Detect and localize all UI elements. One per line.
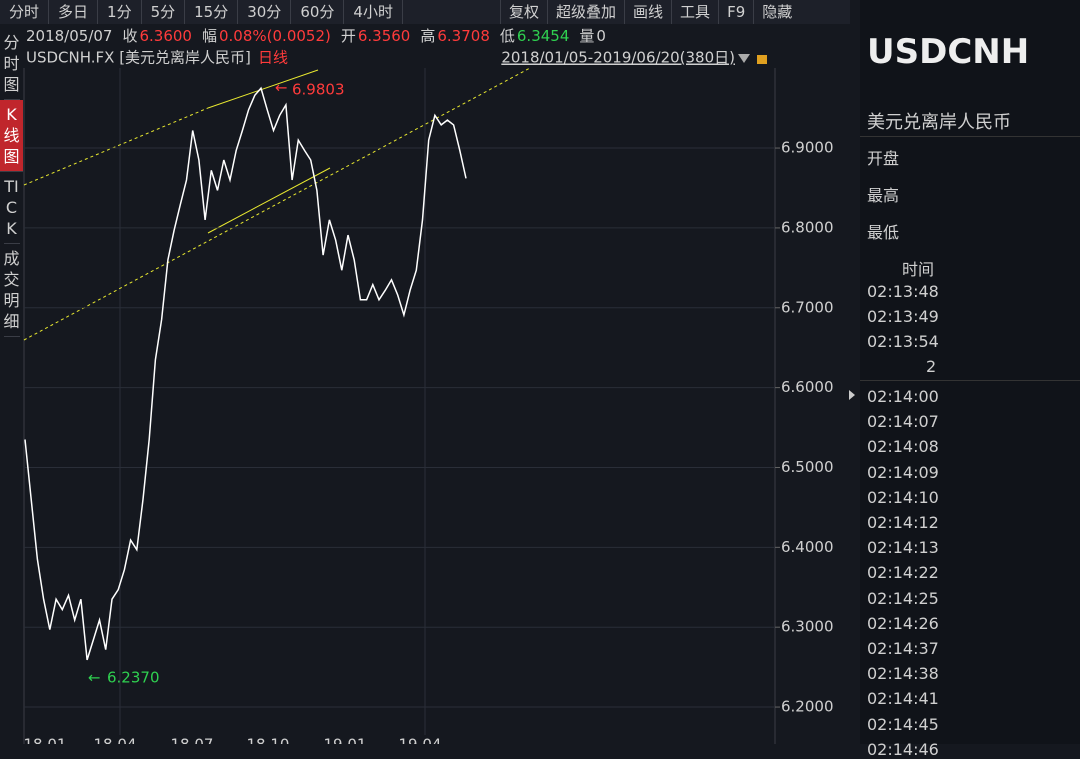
tool-button[interactable]: 超级叠加 <box>547 0 624 24</box>
y-tick-label: 6.3000 <box>781 618 834 636</box>
tick-time: 02:14:26 <box>867 613 939 633</box>
y-tick-label: 6.8000 <box>781 218 834 236</box>
price-line <box>24 86 467 661</box>
lock-icon <box>757 55 767 64</box>
dropdown-arrow <box>738 54 750 63</box>
tick-time: 02:14:37 <box>867 639 939 658</box>
info-value: 6.3560 <box>357 27 411 45</box>
tool-button[interactable]: 复权 <box>500 0 547 24</box>
tick-time: 02:14:07 <box>867 412 939 432</box>
info-bar: 2018/05/07 收 6.3600 幅 0.08%(0.0052) 开 6.3560 高 6… <box>26 25 616 46</box>
tick-time: 02:14:09 <box>867 462 939 482</box>
y-tick-label: 6.6000 <box>781 378 834 396</box>
tick-time: 02:14:00 <box>867 387 939 406</box>
svg-text:←: ← <box>88 669 101 687</box>
tick-time: 02:14:46 <box>867 739 939 759</box>
tool-button[interactable]: 30分 <box>238 0 292 24</box>
toolbar-right: 复权 超级叠加 画线 工具 F9 隐藏 <box>500 0 800 24</box>
time-header: 时间 <box>902 260 935 279</box>
side-tab[interactable]: 成交明细 <box>3 244 20 337</box>
info-label: 收 <box>122 27 138 45</box>
toolbar: 分时 多日 1分 5分 15分 30分 60分 4小时 <box>0 0 850 24</box>
chart-subtitle: 日线 <box>258 49 288 67</box>
symbol-name: 美元兑离岸人民币 <box>867 112 1011 133</box>
min-label: 6.2370 <box>107 669 160 687</box>
tool-button[interactable]: 1分 <box>98 0 142 24</box>
tick-time: 02:14:25 <box>867 588 939 608</box>
trend-line <box>207 167 331 234</box>
tick-time: 02:14:12 <box>867 513 939 532</box>
info-value: 6.3454 <box>516 27 570 45</box>
quote-panel: USDCNH 美元兑离岸人民币 开盘最高最低 时间 02:13:48 02:13:49… <box>860 0 1080 759</box>
panel-field: 开盘 <box>867 149 900 168</box>
y-tick-label: 6.5000 <box>781 458 834 476</box>
tool-button[interactable]: 5分 <box>142 0 186 24</box>
tick-time: 02:14:22 <box>867 563 939 583</box>
info-label: 量 <box>579 27 595 45</box>
side-tab[interactable]: 分时图 <box>3 28 20 100</box>
tool-button[interactable]: 15分 <box>185 0 239 24</box>
max-label: 6.9803 <box>292 81 345 99</box>
chart: USDCNH.FX [美元兑离岸人民币] 日线 2018/01/05-2019/… <box>23 49 834 745</box>
separator: 2 <box>926 357 937 376</box>
tick-time: 02:14:13 <box>867 538 939 558</box>
tick-time: 02:14:38 <box>867 664 939 684</box>
svg-text:←: ← <box>275 79 288 97</box>
side-tab[interactable]: K线图 <box>0 100 23 172</box>
y-tick-label: 6.7000 <box>781 298 834 316</box>
tick-time: 02:14:10 <box>867 487 939 507</box>
info-label: 高 <box>420 27 436 45</box>
tick-time: 02:13:48 <box>867 282 939 301</box>
tool-button[interactable]: 60分 <box>291 0 345 24</box>
info-date: 2018/05/07 <box>26 27 113 45</box>
tool-button[interactable]: 画线 <box>624 0 671 24</box>
x-tick-label: 18.10 <box>247 736 290 745</box>
trend-line <box>23 67 531 341</box>
x-tick-label: 19.01 <box>324 736 367 745</box>
trend-line <box>207 69 319 109</box>
panel-field: 最低 <box>867 223 900 242</box>
tick-time: 02:14:08 <box>867 437 939 457</box>
side-tab[interactable]: TICK <box>3 172 20 244</box>
y-tick-label: 6.2000 <box>781 698 834 716</box>
tick-time: 02:13:54 <box>867 332 939 351</box>
info-label: 开 <box>340 27 356 45</box>
x-tick-label: 18.04 <box>94 736 137 745</box>
y-tick-label: 6.4000 <box>781 538 834 556</box>
trend-line <box>23 107 209 186</box>
info-value: 6.3708 <box>437 27 490 45</box>
x-tick-label: 18.01 <box>24 736 67 745</box>
tool-button[interactable]: 4小时 <box>344 0 403 24</box>
symbol: USDCNH <box>867 32 1030 72</box>
info-value: 6.3600 <box>139 27 192 45</box>
info-label: 幅 <box>201 27 217 45</box>
tick-time: 02:14:41 <box>867 689 939 709</box>
x-tick-label: 18.07 <box>171 736 214 745</box>
tool-button[interactable]: 工具 <box>671 0 718 24</box>
panel-arrow <box>849 390 855 400</box>
date-range: 2018/01/05-2019/06/20(380日) <box>501 49 735 67</box>
chart-title: USDCNH.FX [美元兑离岸人民币] <box>26 49 251 67</box>
y-tick-label: 6.9000 <box>781 139 834 157</box>
tool-button[interactable]: 分时 <box>0 0 50 24</box>
panel-field: 最高 <box>867 186 900 205</box>
info-value: 0.08%(0.0052) <box>219 27 331 45</box>
tool-button[interactable]: 多日 <box>49 0 99 24</box>
tool-button[interactable]: 隐藏 <box>753 0 800 24</box>
x-tick-label: 19.04 <box>399 736 442 745</box>
side-tabs: 分时图 K线图 TICK 成交明细 <box>0 28 23 337</box>
info-value: 0 <box>596 27 606 45</box>
tick-time: 02:14:45 <box>867 714 939 734</box>
info-label: 低 <box>499 27 515 45</box>
tool-button[interactable]: F9 <box>718 0 753 24</box>
tick-time: 02:13:49 <box>867 307 939 326</box>
